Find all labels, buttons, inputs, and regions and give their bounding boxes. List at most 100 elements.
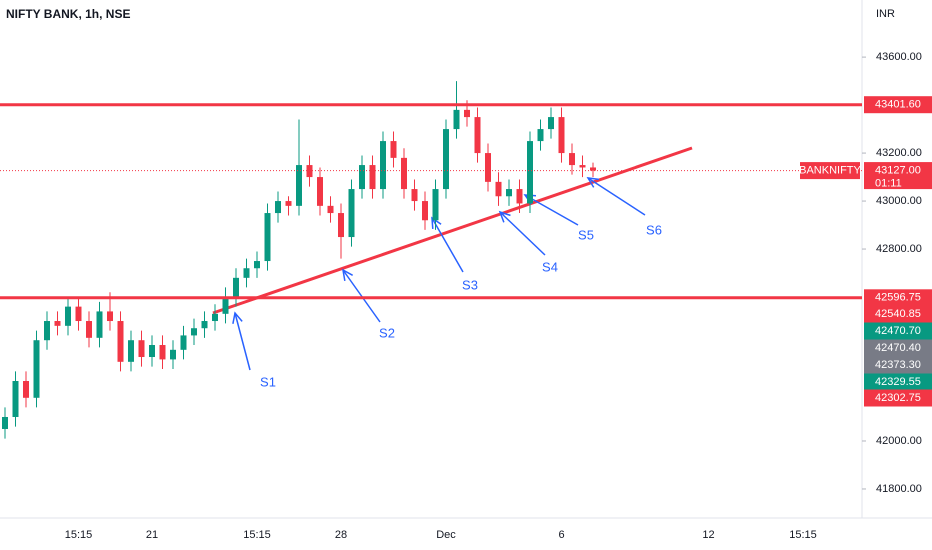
candle-body (149, 345, 155, 358)
arrow-head (431, 216, 442, 230)
candle-body (54, 321, 61, 326)
last-price-label: 43127.00 (875, 164, 921, 176)
candle-body (590, 167, 596, 171)
annotation: S1 (260, 374, 276, 389)
candle-body (138, 340, 145, 358)
y-tick-label: 42800.00 (876, 243, 922, 255)
arrow-head (342, 268, 354, 281)
x-tick-label: 21 (146, 529, 158, 541)
level-label: 43401.60 (875, 99, 921, 111)
candle-body (275, 201, 281, 214)
annotation: S3 (462, 277, 478, 292)
candle-body (65, 306, 71, 326)
candle-body (44, 321, 50, 341)
y-tick-label: 43200.00 (876, 147, 922, 159)
candle-body (96, 311, 103, 338)
x-tick-label: 6 (558, 529, 564, 541)
chart-title: NIFTY BANK, 1h, NSE (6, 7, 130, 21)
candle-body (233, 277, 239, 298)
candle-body (212, 313, 218, 322)
candle-body (548, 117, 554, 130)
arrow-head (586, 177, 600, 188)
candle-body (411, 189, 418, 202)
candle-body (390, 141, 397, 158)
annotation: S6 (646, 222, 662, 237)
candle-body (23, 381, 29, 398)
price-label-box (864, 339, 932, 357)
x-tick-label: 12 (702, 529, 714, 541)
candle-body (254, 261, 260, 269)
arrows (232, 177, 646, 371)
annotation: S5 (578, 227, 594, 242)
price-label: 42470.70 (875, 325, 921, 337)
symbol-box (800, 162, 860, 180)
candle-body (107, 311, 113, 322)
arrow-shaft (587, 177, 646, 216)
price-label-box (864, 389, 932, 407)
candle-body (464, 109, 470, 118)
candle-body (191, 328, 197, 336)
candle-body (159, 345, 166, 360)
candle-body (222, 297, 229, 314)
candle-body (474, 117, 481, 154)
candle-body (443, 129, 449, 190)
candle-body (348, 189, 355, 238)
candle-body (401, 157, 407, 190)
currency: INR (876, 8, 895, 20)
candle-body (117, 321, 124, 362)
candle-body (264, 213, 271, 262)
candle-body (485, 153, 491, 182)
candle-body (201, 321, 208, 329)
candle-body (12, 381, 19, 417)
last-price-box (864, 162, 932, 190)
price-label: 42329.55 (875, 376, 921, 388)
candle-body (380, 141, 386, 190)
candle-body (453, 109, 460, 130)
arrow-shaft (234, 312, 251, 371)
price-label-box (864, 305, 932, 323)
y-tick-label: 43600.00 (876, 51, 922, 63)
candle-body (327, 205, 334, 214)
candle-body (338, 213, 344, 238)
y-tick-label: 42000.00 (876, 435, 922, 447)
arrow-head (498, 210, 511, 223)
price-label: 42373.30 (875, 359, 921, 371)
candle-body (422, 201, 428, 221)
candle-body (180, 335, 187, 350)
price-label: 42470.40 (875, 342, 921, 354)
candle-body (296, 165, 302, 206)
candle-body (516, 189, 523, 204)
y-tick-label: 41800.00 (876, 483, 922, 495)
candle-body (128, 340, 134, 362)
arrow-shaft (499, 211, 546, 256)
candle-body (537, 129, 544, 142)
countdown: 01:11 (875, 177, 902, 189)
candle-body (2, 416, 8, 429)
annotation: S4 (542, 259, 558, 274)
price-label: 42540.85 (875, 308, 921, 320)
level-label-box (864, 289, 932, 307)
candle-body (369, 165, 376, 190)
price-label: 42302.75 (875, 392, 921, 404)
candle-body (317, 177, 323, 206)
candle-body (86, 321, 92, 338)
candle-body (506, 189, 512, 197)
arrow-shaft (524, 194, 579, 226)
x-tick-label: 15:15 (65, 529, 93, 541)
candle-body (243, 268, 250, 278)
candle-body (75, 306, 82, 322)
candle-body (579, 165, 586, 168)
x-tick-label: 15:15 (243, 529, 271, 541)
x-tick-label: 15:15 (789, 529, 817, 541)
annotation: S2 (379, 325, 395, 340)
x-tick-label: 28 (335, 529, 347, 541)
level-label: 42596.75 (875, 292, 921, 304)
level-label-box (864, 96, 932, 114)
trend-line (212, 146, 693, 315)
candle-body (569, 153, 575, 166)
candle-body (432, 189, 439, 221)
candle-body (33, 340, 40, 398)
candle-body (495, 181, 502, 197)
